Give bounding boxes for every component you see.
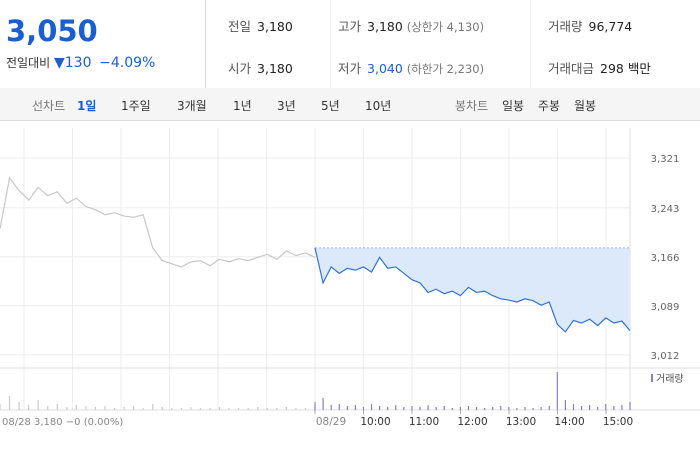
cell-note: (상한가 4,130) bbox=[406, 20, 485, 34]
chart: 3,321 3,243 3,166 3,089 3,012 거래량 08/29 10:00 11… bbox=[0, 128, 700, 428]
change-value: ▼130 bbox=[54, 55, 92, 71]
cell-value: 3,180 bbox=[257, 19, 293, 34]
tab[interactable]: 1주일 bbox=[121, 99, 151, 113]
x-tick-label: 14:00 bbox=[554, 416, 584, 428]
summary-cell: 고가 3,180 (상한가 4,130) bbox=[338, 16, 484, 35]
summary-cell: 전일 3,180 bbox=[228, 16, 293, 35]
x-tick-label: 10:00 bbox=[360, 416, 390, 428]
cell-label: 전일 bbox=[228, 19, 252, 34]
tab[interactable]: 10년 bbox=[365, 99, 392, 113]
y-tick-label: 3,089 bbox=[651, 302, 680, 313]
change-label: 전일대비 bbox=[6, 56, 51, 70]
x-tick-label: 11:00 bbox=[409, 416, 439, 428]
y-tick-label: 3,012 bbox=[651, 351, 680, 362]
change: 전일대비 ▼130 −4.09% bbox=[6, 54, 155, 71]
tab-group-label: 봉차트 bbox=[455, 99, 489, 113]
cell-note: (하한가 2,230) bbox=[406, 62, 485, 76]
x-tick-label: 08/29 bbox=[316, 416, 346, 428]
summary-cell: 거래대금 298 백만 bbox=[548, 58, 651, 77]
cell-label: 거래대금 bbox=[548, 61, 595, 76]
price-line bbox=[0, 176, 316, 268]
cell-value: 298 백만 bbox=[600, 61, 651, 76]
summary-cell: 저가 3,040 (하한가 2,230) bbox=[338, 58, 484, 77]
cell-label: 저가 bbox=[338, 61, 362, 76]
cell-label: 시가 bbox=[228, 61, 252, 76]
y-tick-label: 3,321 bbox=[651, 154, 680, 165]
tab[interactable]: 3년 bbox=[277, 99, 296, 113]
x-tick-label: 15:00 bbox=[603, 416, 633, 428]
change-pct: −4.09% bbox=[99, 55, 156, 71]
tab[interactable]: 1일 bbox=[77, 99, 97, 113]
summary-cell: 거래량 96,774 bbox=[548, 16, 632, 35]
summary-cell: 시가 3,180 bbox=[228, 58, 293, 77]
tab[interactable]: 1년 bbox=[233, 99, 252, 113]
tab[interactable]: 월봉 bbox=[574, 99, 597, 113]
tab-bar: 선차트 1일 1주일 3개월 1년 3년 5년 10년 봉차트 일봉 주봉 월봉 bbox=[0, 88, 700, 121]
cell-value: 3,040 bbox=[367, 61, 403, 76]
price: 3,050 bbox=[6, 14, 98, 48]
divider bbox=[330, 0, 331, 88]
tab[interactable]: 5년 bbox=[321, 99, 340, 113]
cell-value: 3,180 bbox=[367, 19, 403, 34]
tab[interactable]: 3개월 bbox=[177, 99, 207, 113]
y-tick-label: 3,243 bbox=[651, 204, 680, 215]
cell-label: 거래량 bbox=[548, 19, 583, 34]
tab[interactable]: 주봉 bbox=[538, 99, 561, 113]
divider bbox=[530, 0, 531, 88]
cell-value: 96,774 bbox=[588, 19, 633, 34]
price-line bbox=[314, 247, 631, 333]
legend-swatch bbox=[651, 374, 653, 382]
header: 3,050 전일대비 ▼130 −4.09% 전일 3,180 고가 3,180 (상… bbox=[0, 0, 700, 89]
tab-group-label: 선차트 bbox=[32, 99, 66, 113]
legend: 거래량 bbox=[656, 373, 684, 385]
y-tick-label: 3,166 bbox=[651, 253, 680, 264]
cell-label: 고가 bbox=[338, 19, 362, 34]
x-tick-label: 12:00 bbox=[457, 416, 487, 428]
x-tick-label: 13:00 bbox=[506, 416, 536, 428]
cell-value: 3,180 bbox=[257, 61, 293, 76]
tab[interactable]: 일봉 bbox=[502, 99, 525, 113]
quote: 3,050 전일대비 ▼130 −4.09% bbox=[0, 0, 206, 88]
footer: 08/28 3,180 −0 (0.00%) bbox=[2, 417, 123, 428]
